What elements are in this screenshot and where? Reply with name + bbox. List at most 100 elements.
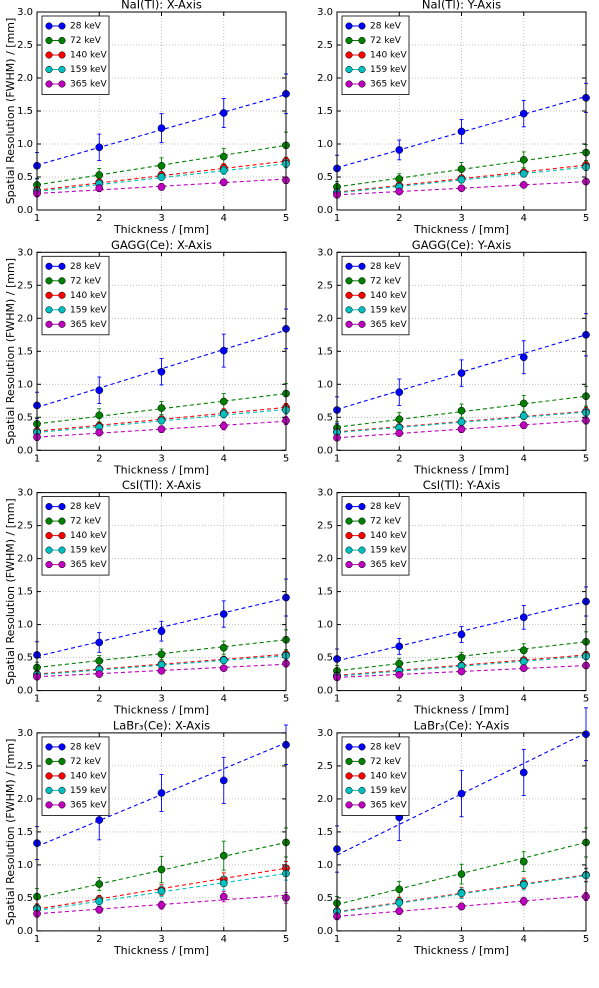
legend-marker xyxy=(45,65,53,74)
legend-marker xyxy=(345,517,353,525)
data-point xyxy=(457,175,466,184)
data-point xyxy=(219,879,228,888)
legend-marker xyxy=(45,517,53,525)
legend-marker xyxy=(45,291,53,299)
y-tick-label: 1.0 xyxy=(317,620,333,631)
legend-marker xyxy=(358,561,366,569)
data-point xyxy=(395,898,404,907)
legend-label: 140 keV xyxy=(70,291,107,301)
data-point xyxy=(519,109,528,118)
data-point xyxy=(157,173,166,181)
chart-title: CsI(Tl): X-Axis xyxy=(122,478,201,492)
y-tick-label: 2.0 xyxy=(17,554,33,565)
y-tick-label: 3.0 xyxy=(17,728,33,739)
legend-marker xyxy=(45,320,53,328)
legend-marker xyxy=(45,546,53,554)
y-tick-label: 1.5 xyxy=(317,587,333,598)
chart-title: GAGG(Ce): Y-Axis xyxy=(412,238,511,252)
data-point xyxy=(519,664,528,673)
legend-marker xyxy=(58,65,66,74)
y-tick-label: 0.0 xyxy=(317,445,333,456)
x-tick-label: 4 xyxy=(221,213,227,224)
x-tick-label: 2 xyxy=(96,694,102,705)
data-point xyxy=(395,175,404,183)
data-point xyxy=(519,613,528,622)
legend-marker xyxy=(345,51,353,59)
legend-marker xyxy=(58,743,66,751)
y-tick-label: 3.0 xyxy=(17,488,33,499)
legend-marker xyxy=(58,36,66,45)
data-point xyxy=(95,905,104,914)
data-point xyxy=(95,897,104,906)
y-tick-label: 0.0 xyxy=(17,205,33,216)
legend-marker xyxy=(345,757,353,765)
x-tick-label: 1 xyxy=(334,694,340,705)
legend-marker xyxy=(358,503,366,511)
x-tick-label: 4 xyxy=(521,213,527,224)
y-tick-label: 2.0 xyxy=(317,554,333,565)
legend-marker xyxy=(58,546,66,554)
legend-marker xyxy=(58,517,66,525)
data-point xyxy=(519,399,528,408)
y-tick-label: 2.5 xyxy=(317,761,333,772)
legend-marker xyxy=(345,262,353,270)
legend-marker xyxy=(358,517,366,525)
legend-label: 159 keV xyxy=(70,65,107,75)
legend-label: 72 keV xyxy=(70,276,102,286)
legend-marker xyxy=(58,80,66,88)
data-point xyxy=(157,789,166,797)
x-tick-label: 2 xyxy=(396,934,402,945)
x-tick-label: 4 xyxy=(521,453,527,464)
x-axis-label: Thickness / [mm] xyxy=(413,944,509,957)
data-point xyxy=(519,169,528,178)
legend-marker xyxy=(345,743,353,751)
y-tick-label: 2.5 xyxy=(17,280,33,291)
legend-marker xyxy=(45,262,53,270)
x-tick-label: 1 xyxy=(34,694,40,705)
legend-marker xyxy=(45,36,53,45)
data-point xyxy=(219,410,228,418)
legend-marker xyxy=(45,277,53,285)
y-tick-label: 3.0 xyxy=(317,728,333,739)
legend-marker xyxy=(45,772,53,780)
chart-title: LaBr₃(Ce): X-Axis xyxy=(113,718,210,732)
x-tick-label: 5 xyxy=(583,453,589,464)
x-tick-label: 3 xyxy=(158,213,164,224)
y-tick-label: 2.5 xyxy=(17,521,33,532)
data-point xyxy=(519,155,528,164)
data-point xyxy=(457,184,466,193)
legend-label: 72 keV xyxy=(70,36,102,46)
data-point xyxy=(157,367,166,376)
plot-frame xyxy=(336,11,587,211)
x-tick-label: 5 xyxy=(583,694,589,705)
legend-label: 159 keV xyxy=(70,546,107,556)
data-point xyxy=(219,851,228,860)
data-point xyxy=(95,386,104,395)
legend-marker xyxy=(58,757,66,765)
legend-marker xyxy=(358,36,366,45)
legend-label: 159 keV xyxy=(370,65,407,75)
y-tick-label: 0.0 xyxy=(317,686,333,697)
data-point xyxy=(219,610,228,618)
legend-marker xyxy=(358,22,366,30)
y-tick-label: 1.0 xyxy=(317,379,333,390)
x-tick-label: 4 xyxy=(521,694,527,705)
legend-marker xyxy=(358,757,366,765)
legend-marker xyxy=(345,546,353,554)
y-tick-label: 1.0 xyxy=(317,860,333,871)
data-point xyxy=(157,416,166,425)
data-point xyxy=(457,789,466,798)
legend-marker xyxy=(345,36,353,45)
legend-label: 28 keV xyxy=(370,262,402,272)
data-point xyxy=(219,643,228,652)
legend-marker xyxy=(58,772,66,780)
chart-title: CsI(Tl): Y-Axis xyxy=(423,478,501,492)
legend-marker xyxy=(345,22,353,30)
chart-title: NaI(Tl): Y-Axis xyxy=(422,0,501,12)
legend-marker xyxy=(58,320,66,328)
y-tick-label: 0.5 xyxy=(17,653,33,664)
data-point xyxy=(519,421,528,430)
data-point xyxy=(457,630,466,639)
y-tick-label: 2.5 xyxy=(17,40,33,51)
